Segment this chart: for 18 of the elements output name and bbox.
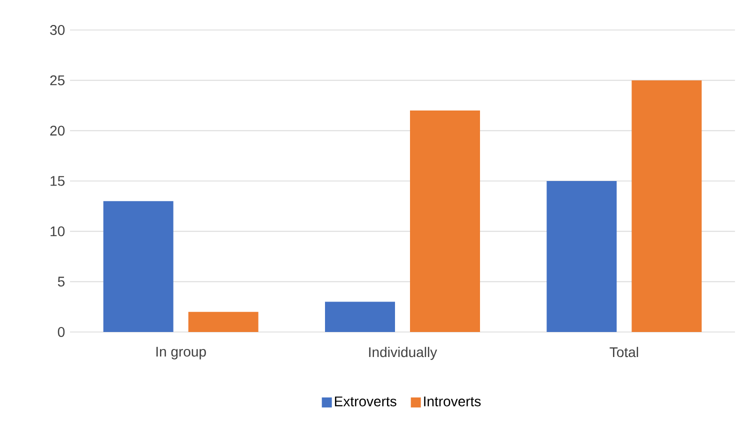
- bar: [103, 201, 174, 332]
- y-tick-label: 15: [50, 176, 65, 186]
- bar: [325, 302, 396, 332]
- x-tick-label: In group: [156, 346, 206, 360]
- y-tick-label: 30: [50, 25, 65, 35]
- y-tick-label: 0: [58, 327, 65, 337]
- bar: [632, 80, 702, 332]
- bar: [410, 110, 480, 332]
- bar: [188, 312, 258, 332]
- y-tick-label: 10: [50, 226, 65, 236]
- x-tick-label: Individually: [369, 346, 438, 360]
- y-tick-label: 5: [58, 276, 65, 287]
- bar: [546, 180, 617, 332]
- x-tick-label: Total: [610, 346, 638, 358]
- legend-label: Introverts: [424, 396, 481, 406]
- legend-label: Extroverts: [334, 396, 396, 406]
- y-tick-label: 20: [50, 126, 65, 136]
- y-tick-label: 25: [50, 75, 65, 86]
